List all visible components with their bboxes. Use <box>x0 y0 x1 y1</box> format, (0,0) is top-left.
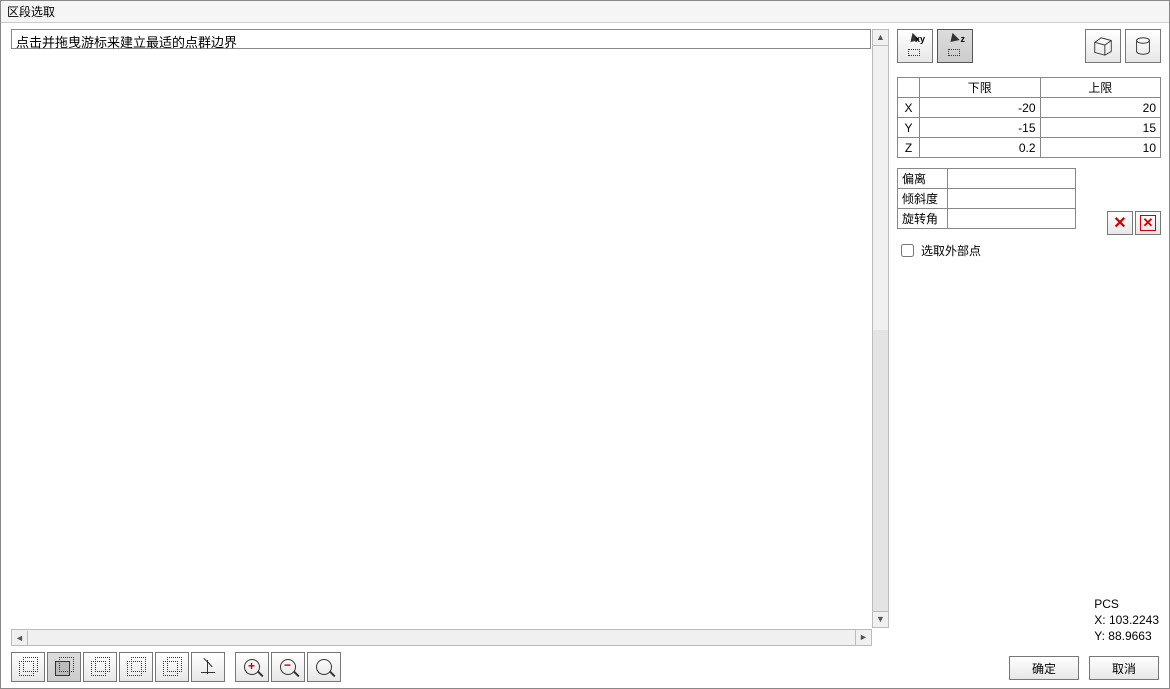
limits-header-lower: 下限 <box>920 78 1041 98</box>
scroll-left-icon[interactable]: ◄ <box>12 631 28 646</box>
window-title: 区段选取 <box>1 1 1169 23</box>
cube-filled-icon <box>55 658 73 676</box>
limits-table: 下限 上限 X -20 20 Y -15 15 Z 0.2 10 <box>897 77 1161 158</box>
view-front-button[interactable] <box>11 652 45 682</box>
box-shape-icon <box>1092 35 1114 57</box>
scroll-right-icon[interactable]: ► <box>855 630 871 645</box>
select-external-input[interactable] <box>901 244 914 257</box>
limits-corner <box>898 78 920 98</box>
pointcloud-canvas[interactable] <box>11 51 311 201</box>
limits-x-label: X <box>898 98 920 118</box>
view-left-button[interactable] <box>83 652 117 682</box>
status-x-value: 103.2243 <box>1109 613 1159 627</box>
cube-icon <box>127 658 145 676</box>
rot-label: 旋转角 <box>898 209 948 229</box>
zoom-in-icon <box>244 659 260 675</box>
limits-z-lower[interactable]: 0.2 <box>920 138 1041 158</box>
extras-row: 偏离 倾斜度 旋转角 ✕ ✕ <box>897 168 1161 235</box>
limits-z-label: Z <box>898 138 920 158</box>
status-cs: PCS <box>1094 596 1159 612</box>
status-y-value: 88.9663 <box>1108 629 1151 643</box>
cylinder-shape-icon <box>1132 35 1154 57</box>
clear-button[interactable]: ✕ <box>1107 211 1133 235</box>
canvas-frame: 点击并拖曳游标来建立最适的点群边界 ▲ ▼ ◄ ► <box>11 29 889 646</box>
extras-table: 偏离 倾斜度 旋转角 <box>897 168 1076 229</box>
select-external-checkbox[interactable]: 选取外部点 <box>897 241 1161 260</box>
dialog-buttons: 确定 取消 <box>1009 656 1159 680</box>
limits-x-lower[interactable]: -20 <box>920 98 1041 118</box>
clear-all-button[interactable]: ✕ <box>1135 211 1161 235</box>
offset-label: 偏离 <box>898 169 948 189</box>
scroll-up-icon[interactable]: ▲ <box>873 30 888 46</box>
axes-button[interactable] <box>191 652 225 682</box>
cancel-button[interactable]: 取消 <box>1089 656 1159 680</box>
limits-y-label: Y <box>898 118 920 138</box>
cube-icon <box>163 658 181 676</box>
mode-toolbar: xy z <box>897 29 1161 67</box>
horizontal-scrollbar[interactable]: ◄ ► <box>11 629 872 646</box>
status-y-label: Y: <box>1094 629 1105 643</box>
zoom-fit-button[interactable] <box>307 652 341 682</box>
scroll-down-icon[interactable]: ▼ <box>873 611 888 627</box>
view-right-button[interactable] <box>155 652 189 682</box>
limits-y-lower[interactable]: -15 <box>920 118 1041 138</box>
view-iso-button[interactable] <box>47 652 81 682</box>
hint-input[interactable]: 点击并拖曳游标来建立最适的点群边界 <box>11 29 871 49</box>
zoom-out-icon <box>280 659 296 675</box>
limits-row-x: X -20 20 <box>898 98 1161 118</box>
select-xy-button[interactable]: xy <box>897 29 933 63</box>
zoom-out-button[interactable] <box>271 652 305 682</box>
axes-icon <box>199 658 217 676</box>
cube-icon <box>91 658 109 676</box>
tilt-label: 倾斜度 <box>898 189 948 209</box>
left-pane: 点击并拖曳游标来建立最适的点群边界 ▲ ▼ ◄ ► <box>1 23 893 688</box>
cylinder-shape-button[interactable] <box>1125 29 1161 63</box>
ok-button[interactable]: 确定 <box>1009 656 1079 680</box>
limits-y-upper[interactable]: 15 <box>1040 118 1161 138</box>
box-shape-button[interactable] <box>1085 29 1121 63</box>
x-framed-icon: ✕ <box>1140 215 1157 231</box>
x-icon: ✕ <box>1113 213 1126 233</box>
limits-row-z: Z 0.2 10 <box>898 138 1161 158</box>
cube-icon <box>19 658 37 676</box>
arrow-z-icon: z <box>945 36 965 56</box>
offset-input[interactable] <box>948 169 1076 189</box>
limits-header-upper: 上限 <box>1040 78 1161 98</box>
arrow-xy-icon: xy <box>905 36 925 56</box>
limits-x-upper[interactable]: 20 <box>1040 98 1161 118</box>
select-z-button[interactable]: z <box>937 29 973 63</box>
zoom-in-button[interactable] <box>235 652 269 682</box>
rot-input[interactable] <box>948 209 1076 229</box>
view-top-button[interactable] <box>119 652 153 682</box>
right-pane: xy z 下限 上限 X -20 20 <box>893 23 1169 688</box>
limits-z-upper[interactable]: 10 <box>1040 138 1161 158</box>
scroll-thumb-bg <box>873 330 888 611</box>
limits-row-y: Y -15 15 <box>898 118 1161 138</box>
vertical-scrollbar[interactable]: ▲ ▼ <box>872 29 889 628</box>
view-toolbar <box>11 652 889 684</box>
zoom-fit-icon <box>316 659 332 675</box>
status-x-label: X: <box>1094 613 1105 627</box>
tilt-input[interactable] <box>948 189 1076 209</box>
status-readout: PCS X: 103.2243 Y: 88.9663 <box>1094 596 1159 644</box>
select-external-label: 选取外部点 <box>921 242 981 259</box>
